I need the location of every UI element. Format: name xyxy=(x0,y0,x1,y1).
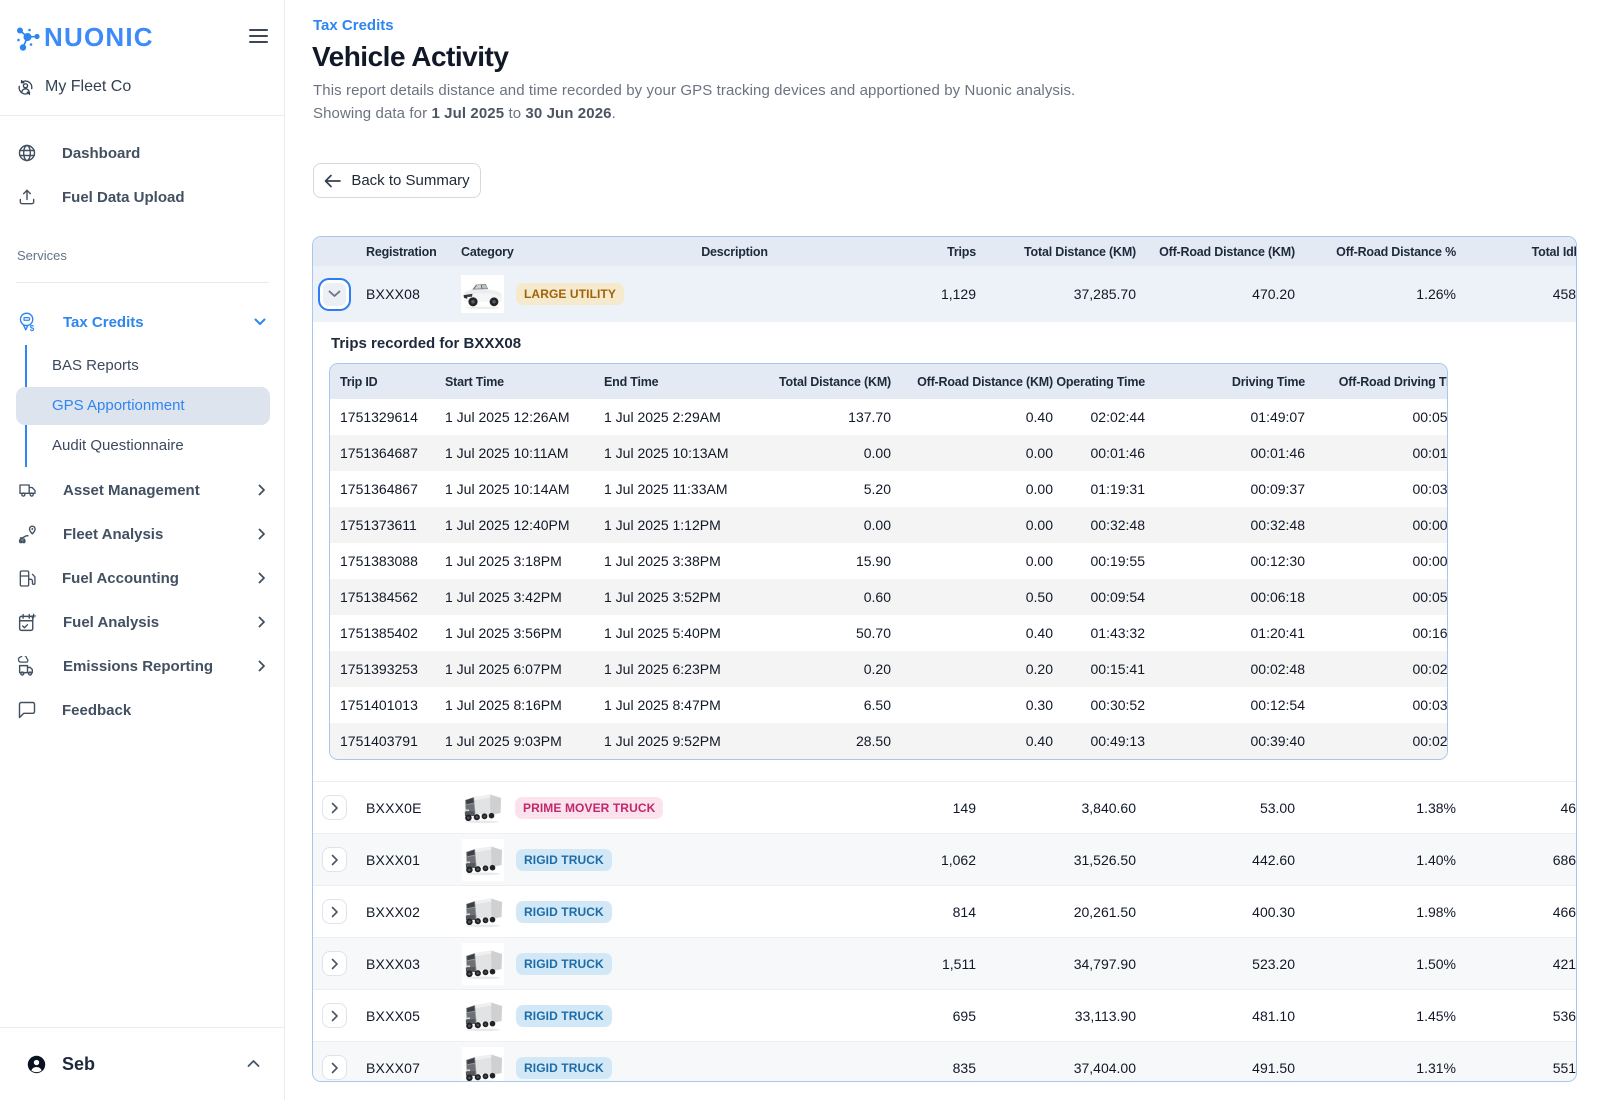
svg-text:$: $ xyxy=(30,324,35,333)
